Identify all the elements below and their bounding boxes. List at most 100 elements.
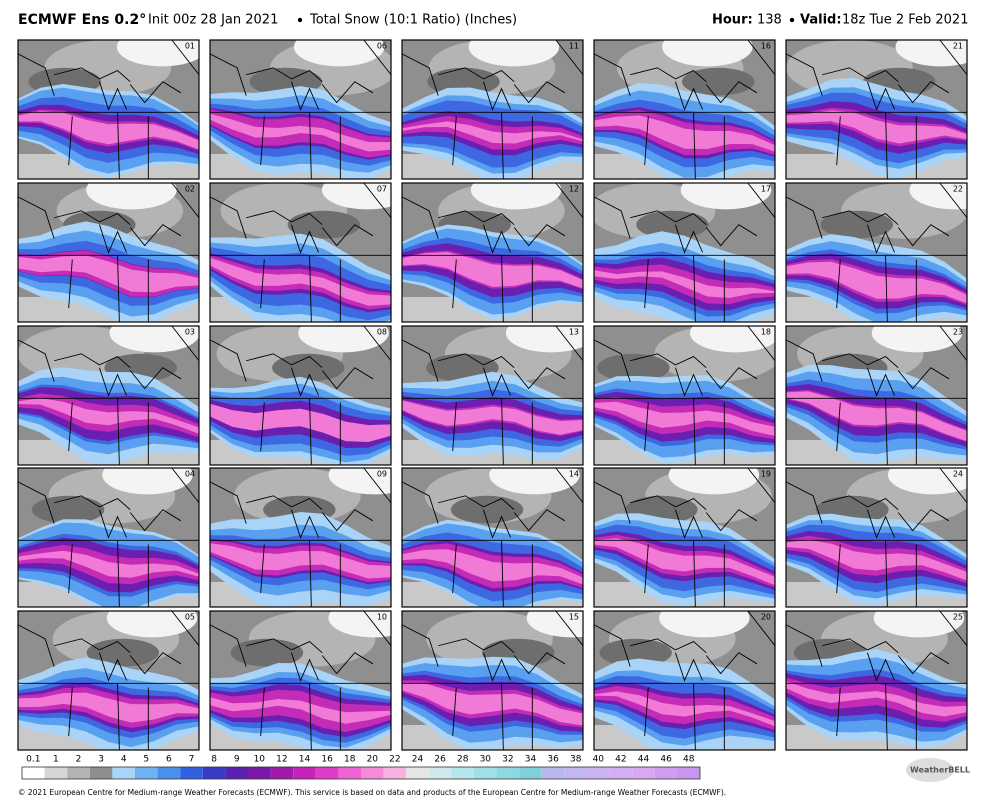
clear-area [895, 40, 967, 67]
legend-swatch [157, 767, 181, 779]
legend-swatch [248, 767, 271, 779]
clear-area [489, 468, 580, 495]
legend-swatch [677, 767, 700, 779]
legend-swatch [225, 767, 248, 779]
panel-label: 23 [953, 328, 963, 337]
border [68, 683, 149, 750]
border [402, 40, 583, 96]
snow-band [786, 539, 967, 581]
map-panel: 18 [593, 325, 776, 466]
panel-label: 06 [377, 42, 387, 51]
panel-frame [17, 182, 200, 323]
legend-swatch [654, 767, 678, 779]
snow-band [402, 121, 583, 144]
snow-band [210, 109, 391, 158]
legend-swatch [202, 767, 226, 779]
map-panel: 19 [593, 467, 776, 608]
border [210, 468, 391, 524]
border [644, 540, 725, 607]
panel-label: 22 [953, 185, 963, 194]
legend-swatch [451, 767, 474, 779]
legend-level: 7 [189, 755, 195, 765]
border [18, 183, 199, 239]
border [210, 611, 391, 667]
panel-frame [17, 467, 200, 608]
legend-level: 48 [683, 755, 695, 765]
legend-level: 42 [615, 755, 626, 765]
border [260, 255, 341, 322]
coastline [822, 495, 950, 539]
logo-mark [906, 758, 954, 782]
legend-swatch [293, 767, 316, 779]
snow-band [18, 398, 199, 434]
legend-level: 20 [367, 755, 379, 765]
map-panel: 08 [209, 325, 392, 466]
map-panel: 07 [209, 182, 392, 323]
legend-level: 38 [570, 755, 582, 765]
coastline [246, 638, 374, 682]
legend-level: 14 [299, 755, 311, 765]
border [786, 611, 967, 667]
legend-level: 22 [389, 755, 400, 765]
legend-level: 18 [344, 755, 356, 765]
panel-frame [593, 325, 776, 466]
logo: WeatherBELL [910, 766, 970, 775]
panel-frame [17, 39, 200, 180]
snow-band [594, 270, 775, 298]
legend-level: 36 [547, 755, 559, 765]
map-panel: 09 [209, 467, 392, 608]
panel-frame [785, 610, 968, 751]
clear-area [102, 468, 193, 495]
model-title: ECMWF Ens 0.2° [18, 12, 146, 28]
panel-frame [593, 610, 776, 751]
dark-area [86, 638, 160, 667]
map-panel: 05 [17, 610, 200, 751]
border [644, 112, 725, 179]
panel-frame [209, 467, 392, 608]
panel-label: 11 [569, 42, 579, 51]
border [260, 540, 341, 607]
border [786, 183, 967, 239]
legend-level: 32 [502, 755, 513, 765]
init-time: Init 00z 28 Jan 2021 [148, 13, 278, 28]
valid-label: Valid: [800, 13, 842, 28]
coastline [822, 353, 950, 397]
map-panel: 15 [401, 610, 584, 751]
border [594, 183, 775, 239]
border [452, 540, 533, 607]
map-panel: 22 [785, 182, 968, 323]
clear-area [470, 183, 562, 210]
coastline [630, 210, 758, 254]
legend-level: 1 [53, 755, 59, 765]
panel-frame [401, 610, 584, 751]
coastline [438, 67, 566, 111]
panel-frame [593, 467, 776, 608]
border [644, 255, 725, 322]
border [836, 112, 917, 179]
panel-frame [17, 610, 200, 751]
panel-label: 19 [761, 470, 771, 479]
snow-band [210, 257, 391, 306]
clear-area [86, 183, 177, 210]
panel-frame [593, 39, 776, 180]
clear-area [909, 183, 967, 210]
clear-area [321, 183, 391, 210]
border [452, 112, 533, 179]
border [68, 540, 149, 607]
clear-area [689, 326, 775, 353]
coastline [630, 67, 758, 111]
legend-swatch [474, 767, 497, 779]
panel-frame [401, 467, 584, 608]
clear-area [505, 326, 583, 353]
legend-swatch [270, 767, 294, 779]
separator [789, 17, 795, 23]
border [210, 183, 391, 239]
border [68, 112, 149, 179]
snow-band [594, 691, 775, 727]
legend-level: 26 [434, 755, 446, 765]
panel-label: 18 [761, 328, 771, 337]
hour-label: Hour: [712, 13, 753, 28]
map-panel: 13 [401, 325, 584, 466]
legend-swatch [428, 767, 452, 779]
dark-area [682, 67, 755, 96]
